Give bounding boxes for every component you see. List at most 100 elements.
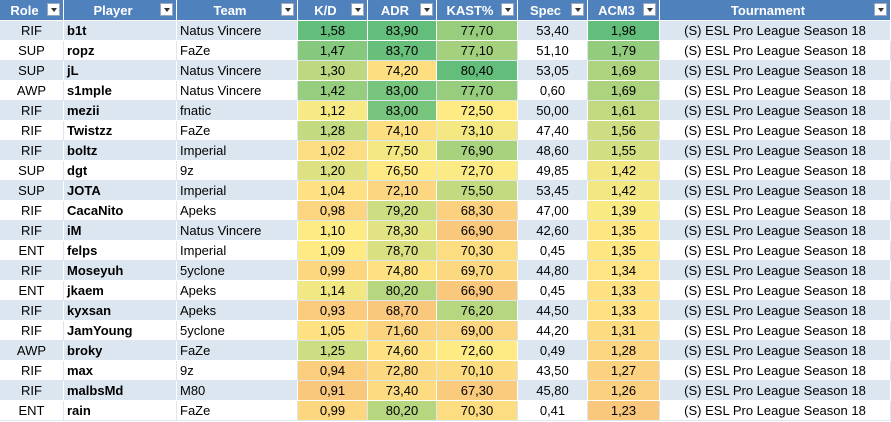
table-cell: 1,10 — [298, 221, 368, 241]
table-cell: 1,42 — [588, 181, 660, 201]
filter-button[interactable] — [160, 3, 173, 16]
table-cell: (S) ESL Pro League Season 18 — [660, 341, 891, 361]
table-cell: (S) ESL Pro League Season 18 — [660, 101, 891, 121]
player-cell: s1mple — [64, 81, 177, 101]
column-header: Team — [177, 0, 298, 21]
table-cell: 0,93 — [298, 301, 368, 321]
table-cell: (S) ESL Pro League Season 18 — [660, 261, 891, 281]
filter-button[interactable] — [501, 3, 514, 16]
table-cell: ENT — [0, 401, 64, 421]
table-cell: 1,55 — [588, 141, 660, 161]
table-cell: 44,20 — [518, 321, 588, 341]
table-cell: (S) ESL Pro League Season 18 — [660, 21, 891, 41]
table-cell: (S) ESL Pro League Season 18 — [660, 381, 891, 401]
table-cell: 1,35 — [588, 221, 660, 241]
table-cell: Imperial — [177, 241, 298, 261]
table-cell: 43,50 — [518, 361, 588, 381]
table-cell: 1,98 — [588, 21, 660, 41]
table-cell: (S) ESL Pro League Season 18 — [660, 121, 891, 141]
player-cell: Moseyuh — [64, 261, 177, 281]
table-cell: (S) ESL Pro League Season 18 — [660, 241, 891, 261]
table-cell: 1,30 — [298, 61, 368, 81]
table-cell: 69,70 — [437, 261, 518, 281]
table-cell: 1,26 — [588, 381, 660, 401]
table-cell: 77,70 — [437, 21, 518, 41]
table-cell: Apeks — [177, 201, 298, 221]
table-cell: 68,30 — [437, 201, 518, 221]
table-cell: 70,30 — [437, 241, 518, 261]
table-cell: 0,45 — [518, 241, 588, 261]
table-cell: 0,60 — [518, 81, 588, 101]
table-cell: 74,10 — [368, 121, 437, 141]
player-cell: Twistzz — [64, 121, 177, 141]
table-cell: 74,60 — [368, 341, 437, 361]
table-cell: 1,47 — [298, 41, 368, 61]
table-cell: 1,23 — [588, 401, 660, 421]
table-cell: 1,31 — [588, 321, 660, 341]
player-cell: jL — [64, 61, 177, 81]
table-cell: 1,42 — [588, 161, 660, 181]
table-cell: 44,50 — [518, 301, 588, 321]
table-cell: M80 — [177, 381, 298, 401]
player-cell: JamYoung — [64, 321, 177, 341]
table-cell: 1,14 — [298, 281, 368, 301]
table-cell: (S) ESL Pro League Season 18 — [660, 361, 891, 381]
table-cell: 0,49 — [518, 341, 588, 361]
table-cell: 1,33 — [588, 301, 660, 321]
table-cell: 1,25 — [298, 341, 368, 361]
table-cell: (S) ESL Pro League Season 18 — [660, 221, 891, 241]
table-cell: 77,50 — [368, 141, 437, 161]
table-cell: Natus Vincere — [177, 21, 298, 41]
column-header: ADR — [368, 0, 437, 21]
table-cell: 76,90 — [437, 141, 518, 161]
table-cell: 72,60 — [437, 341, 518, 361]
filter-button[interactable] — [874, 3, 887, 16]
table-cell: (S) ESL Pro League Season 18 — [660, 201, 891, 221]
table-cell: 71,60 — [368, 321, 437, 341]
table-cell: 1,27 — [588, 361, 660, 381]
table-cell: AWP — [0, 81, 64, 101]
table-cell: 80,20 — [368, 401, 437, 421]
table-cell: 1,69 — [588, 61, 660, 81]
player-cell: max — [64, 361, 177, 381]
player-cell: JOTA — [64, 181, 177, 201]
table-cell: 66,90 — [437, 221, 518, 241]
table-cell: RIF — [0, 201, 64, 221]
table-cell: 0,99 — [298, 261, 368, 281]
table-cell: 78,30 — [368, 221, 437, 241]
table-cell: RIF — [0, 101, 64, 121]
player-cell: malbsMd — [64, 381, 177, 401]
player-cell: rain — [64, 401, 177, 421]
table-cell: 1,39 — [588, 201, 660, 221]
table-cell: SUP — [0, 161, 64, 181]
table-cell: 1,79 — [588, 41, 660, 61]
filter-button[interactable] — [643, 3, 656, 16]
column-header: Tournament — [660, 0, 891, 21]
player-cell: boltz — [64, 141, 177, 161]
player-cell: dgt — [64, 161, 177, 181]
table-cell: 1,58 — [298, 21, 368, 41]
table-cell: 48,60 — [518, 141, 588, 161]
filter-button[interactable] — [351, 3, 364, 16]
filter-button[interactable] — [47, 3, 60, 16]
filter-button[interactable] — [420, 3, 433, 16]
table-cell: 1,04 — [298, 181, 368, 201]
player-cell: broky — [64, 341, 177, 361]
table-cell: 53,45 — [518, 181, 588, 201]
table-cell: 69,00 — [437, 321, 518, 341]
table-cell: 78,70 — [368, 241, 437, 261]
table-cell: fnatic — [177, 101, 298, 121]
table-cell: 5yclone — [177, 321, 298, 341]
filter-button[interactable] — [281, 3, 294, 16]
table-cell: Apeks — [177, 301, 298, 321]
table-cell: Natus Vincere — [177, 81, 298, 101]
table-cell: FaZe — [177, 41, 298, 61]
table-cell: RIF — [0, 121, 64, 141]
player-cell: ropz — [64, 41, 177, 61]
table-cell: RIF — [0, 141, 64, 161]
filter-button[interactable] — [571, 3, 584, 16]
table-cell: 73,10 — [437, 121, 518, 141]
table-cell: 1,42 — [298, 81, 368, 101]
table-cell: 47,40 — [518, 121, 588, 141]
table-cell: 76,20 — [437, 301, 518, 321]
